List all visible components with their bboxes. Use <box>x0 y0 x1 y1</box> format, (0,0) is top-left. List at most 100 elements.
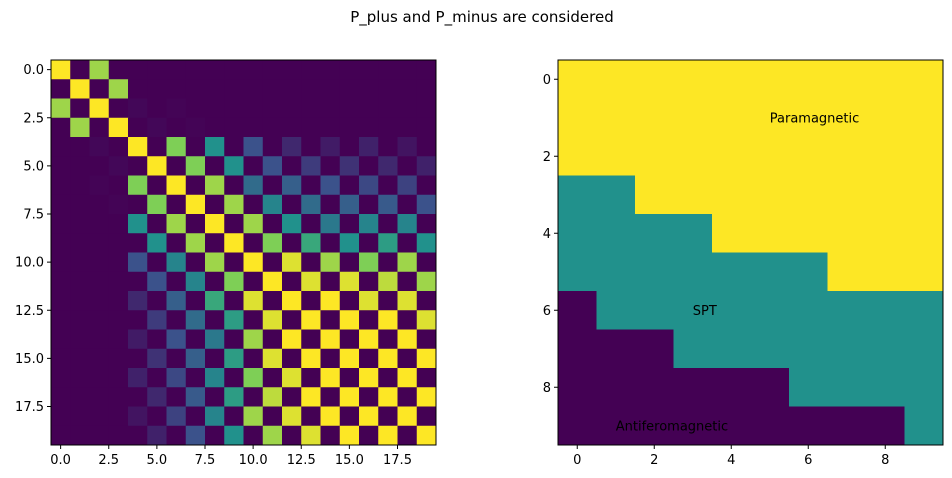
heatmap-cell-r10-c12 <box>282 252 302 273</box>
heatmap-cell-r18-c17 <box>378 406 398 427</box>
heatmap-cell-r12-c14 <box>320 291 341 311</box>
heatmap-cell-r16-c7 <box>185 368 206 388</box>
heatmap-cell-r7-c0 <box>558 329 597 369</box>
heatmap-cell-r7-c3 <box>108 194 129 215</box>
heatmap-cell-r6-c4 <box>128 175 148 196</box>
heatmap-cell-r9-c18 <box>397 233 418 253</box>
heatmap-cell-r1-c1 <box>70 79 90 99</box>
heatmap-cell-r3-c13 <box>301 117 321 138</box>
heatmap-cell-r4-c6 <box>789 214 828 253</box>
heatmap-cell-r14-c4 <box>128 329 148 350</box>
heatmap-cell-r13-c4 <box>128 310 148 330</box>
heatmap-cell-r7-c17 <box>378 194 398 215</box>
heatmap-cell-r19-c10 <box>243 425 264 446</box>
heatmap-cell-r10-c13 <box>301 252 321 273</box>
heatmap-cell-r6-c6 <box>166 175 187 196</box>
y-tick-label: 7.5 <box>23 208 44 223</box>
heatmap-cell-r14-c16 <box>359 329 379 350</box>
heatmap-cell-r17-c17 <box>378 387 398 407</box>
heatmap-cell-r14-c19 <box>416 329 437 350</box>
heatmap-cell-r12-c9 <box>224 291 244 311</box>
x-tick-label: 8 <box>881 453 889 468</box>
heatmap-cell-r7-c10 <box>243 194 264 215</box>
heatmap-cell-r6-c9 <box>904 291 944 330</box>
heatmap-cell-r18-c3 <box>108 406 129 427</box>
y-tick-label: 5.0 <box>23 159 44 174</box>
heatmap-cell-r7-c6 <box>166 194 187 215</box>
heatmap-cell-r1-c3 <box>673 98 713 138</box>
heatmap-cell-r10-c15 <box>339 252 360 273</box>
heatmap-cell-r0-c8 <box>866 60 905 99</box>
heatmap-cell-r2-c19 <box>416 98 437 119</box>
x-tick-label: 6 <box>804 453 812 468</box>
y-tick-label: 0 <box>543 73 551 88</box>
heatmap-cell-r5-c2 <box>89 156 110 176</box>
heatmap-cell-r19-c1 <box>70 425 90 446</box>
heatmap-cell-r7-c1 <box>70 194 90 215</box>
heatmap-cell-r0-c12 <box>282 60 302 80</box>
heatmap-cell-r1-c18 <box>397 79 418 99</box>
heatmap-cell-r14-c10 <box>243 329 264 350</box>
heatmap-cell-r6-c14 <box>320 175 341 196</box>
heatmap-cell-r19-c15 <box>339 425 360 446</box>
left-heatmap-panel: 0.0 2.5 5.0 7.5 10.0 12.5 15.0 17.5 0.0 2.5 5.0 7.5… <box>15 59 437 468</box>
heatmap-cell-r8-c1 <box>596 368 636 407</box>
heatmap-cell-r5-c5 <box>147 156 167 176</box>
heatmap-cell-r8-c17 <box>378 214 398 234</box>
heatmap-cell-r9-c0 <box>51 233 71 253</box>
heatmap-cell-r0-c11 <box>262 60 283 80</box>
heatmap-cell-r17-c9 <box>224 387 244 407</box>
heatmap-cell-r4-c18 <box>397 137 418 157</box>
heatmap-cell-r5-c7 <box>185 156 206 176</box>
heatmap-cell-r9-c9 <box>224 233 244 253</box>
heatmap-cell-r8-c1 <box>70 214 90 234</box>
heatmap-cell-r8-c6 <box>789 368 828 407</box>
heatmap-cell-r8-c10 <box>243 214 264 234</box>
heatmap-cell-r10-c0 <box>51 252 71 273</box>
heatmap-cell-r6-c6 <box>789 291 828 330</box>
heatmap-cell-r9-c7 <box>185 233 206 253</box>
heatmap-cell-r3-c3 <box>108 117 129 138</box>
heatmap-cell-r11-c7 <box>185 271 206 292</box>
heatmap-cell-r1-c0 <box>51 79 71 99</box>
heatmap-cell-r9-c9 <box>904 406 944 446</box>
heatmap-cell-r2-c7 <box>185 98 206 119</box>
heatmap-cell-r19-c0 <box>51 425 71 446</box>
heatmap-cell-r0-c1 <box>596 60 636 99</box>
heatmap-cell-r11-c14 <box>320 271 341 292</box>
heatmap-cell-r19-c18 <box>397 425 418 446</box>
heatmap-cell-r1-c8 <box>205 79 225 99</box>
heatmap-cell-r0-c9 <box>224 60 244 80</box>
heatmap-cell-r17-c19 <box>416 387 437 407</box>
heatmap-cell-r18-c18 <box>397 406 418 427</box>
heatmap-cell-r9-c2 <box>89 233 110 253</box>
heatmap-cell-r5-c18 <box>397 156 418 176</box>
heatmap-cell-r13-c2 <box>89 310 110 330</box>
heatmap-cell-r7-c18 <box>397 194 418 215</box>
heatmap-cell-r12-c4 <box>128 291 148 311</box>
heatmap-cell-r11-c12 <box>282 271 302 292</box>
heatmap-cell-r7-c5 <box>750 329 790 369</box>
heatmap-cell-r9-c1 <box>70 233 90 253</box>
heatmap-cell-r3-c18 <box>397 117 418 138</box>
heatmap-cell-r9-c14 <box>320 233 341 253</box>
heatmap-cell-r0-c14 <box>320 60 341 80</box>
phase-label: Antiferomagnetic <box>616 419 728 434</box>
heatmap-cell-r9-c2 <box>635 406 674 446</box>
heatmap-cell-r6-c13 <box>301 175 321 196</box>
heatmap-cell-r13-c19 <box>416 310 437 330</box>
heatmap-cell-r16-c10 <box>243 368 264 388</box>
heatmap-cell-r9-c16 <box>359 233 379 253</box>
heatmap-cell-r17-c18 <box>397 387 418 407</box>
heatmap-cell-r2-c5 <box>147 98 167 119</box>
heatmap-cell-r13-c6 <box>166 310 187 330</box>
heatmap-cell-r19-c19 <box>416 425 437 446</box>
heatmap-cell-r9-c10 <box>243 233 264 253</box>
heatmap-cell-r15-c10 <box>243 348 264 369</box>
heatmap-cell-r2-c18 <box>397 98 418 119</box>
heatmap-cell-r15-c5 <box>147 348 167 369</box>
heatmap-cell-r9-c17 <box>378 233 398 253</box>
heatmap-cell-r7-c1 <box>596 329 636 369</box>
heatmap-cell-r2-c17 <box>378 98 398 119</box>
y-tick-label: 12.5 <box>15 304 44 319</box>
